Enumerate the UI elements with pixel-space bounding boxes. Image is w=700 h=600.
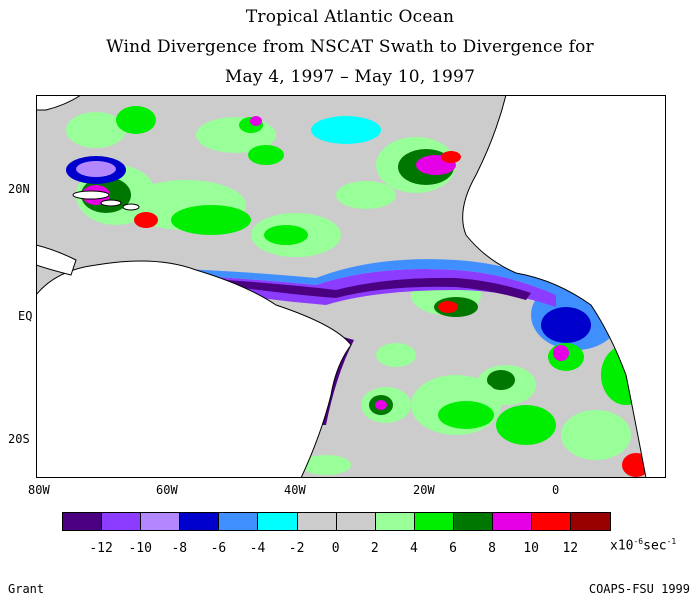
colorbar-tick-label: -6 xyxy=(210,541,227,556)
colorbar-cell xyxy=(532,513,572,530)
lon-label-40w: 40W xyxy=(284,483,306,497)
central-america xyxy=(36,244,77,276)
units-exp: -6 xyxy=(633,537,644,546)
colorbar-cell xyxy=(258,513,298,530)
map-title-line-2: Wind Divergence from NSCAT Swath to Dive… xyxy=(106,37,594,57)
footer-credit: COAPS-FSU 1999 xyxy=(588,582,690,596)
colorbar-tick-label: 8 xyxy=(488,541,497,556)
colorbar-tick-label: -2 xyxy=(288,541,305,556)
units-suffix-exp: -1 xyxy=(666,537,677,546)
colorbar-cell xyxy=(297,513,337,530)
colorbar-cell xyxy=(336,513,376,530)
colorbar-tick-label: -10 xyxy=(128,541,152,556)
colorbar-tick-label: -4 xyxy=(249,541,266,556)
lat-label-eq: EQ xyxy=(18,309,33,323)
colorbar-tick-label: -8 xyxy=(171,541,188,556)
map-border xyxy=(36,95,666,478)
caribbean-islands xyxy=(72,190,140,211)
colorbar-tick-label: -12 xyxy=(89,541,113,556)
colorbar-cell xyxy=(375,513,415,530)
colorbar-cell xyxy=(414,513,454,530)
lon-label-0: 0 xyxy=(552,483,560,497)
colorbar-tick-label: 12 xyxy=(562,541,579,556)
south-america xyxy=(36,260,352,478)
units-suffix: sec xyxy=(643,538,667,554)
africa xyxy=(462,95,666,478)
colorbar-tick-label: 2 xyxy=(370,541,379,556)
colorbar-cell xyxy=(493,513,533,530)
colorbar-tick-label: 6 xyxy=(449,541,457,556)
lon-label-60w: 60W xyxy=(156,483,178,497)
colorbar-cell xyxy=(180,513,220,530)
lon-label-80w: 80W xyxy=(28,483,50,497)
colorbar-cell xyxy=(571,513,611,530)
colorbar-units: x10-6sec-1 xyxy=(610,537,676,553)
units-prefix: x10 xyxy=(610,538,634,554)
lat-label-20s: 20S xyxy=(8,432,30,446)
colorbar xyxy=(62,512,612,531)
colorbar-cell xyxy=(141,513,181,530)
colorbar-tick-label: 4 xyxy=(409,541,418,556)
divergence-map xyxy=(36,95,666,478)
colorbar-cell xyxy=(102,513,142,530)
map-title-line-1: Tropical Atlantic Ocean xyxy=(245,7,455,27)
colorbar-tick-label: 0 xyxy=(331,541,340,556)
map-title-line-3: May 4, 1997 – May 10, 1997 xyxy=(224,67,476,87)
lat-label-20n: 20N xyxy=(8,182,30,196)
colorbar-tick-label: 10 xyxy=(523,541,540,556)
map-canvas xyxy=(36,95,666,478)
colorbar-cell xyxy=(63,513,103,530)
land-masses xyxy=(36,95,666,478)
footer-author: Grant xyxy=(8,582,45,596)
lon-label-20w: 20W xyxy=(413,483,435,497)
colorbar-cell xyxy=(453,513,494,530)
colorbar-cell xyxy=(219,513,259,530)
